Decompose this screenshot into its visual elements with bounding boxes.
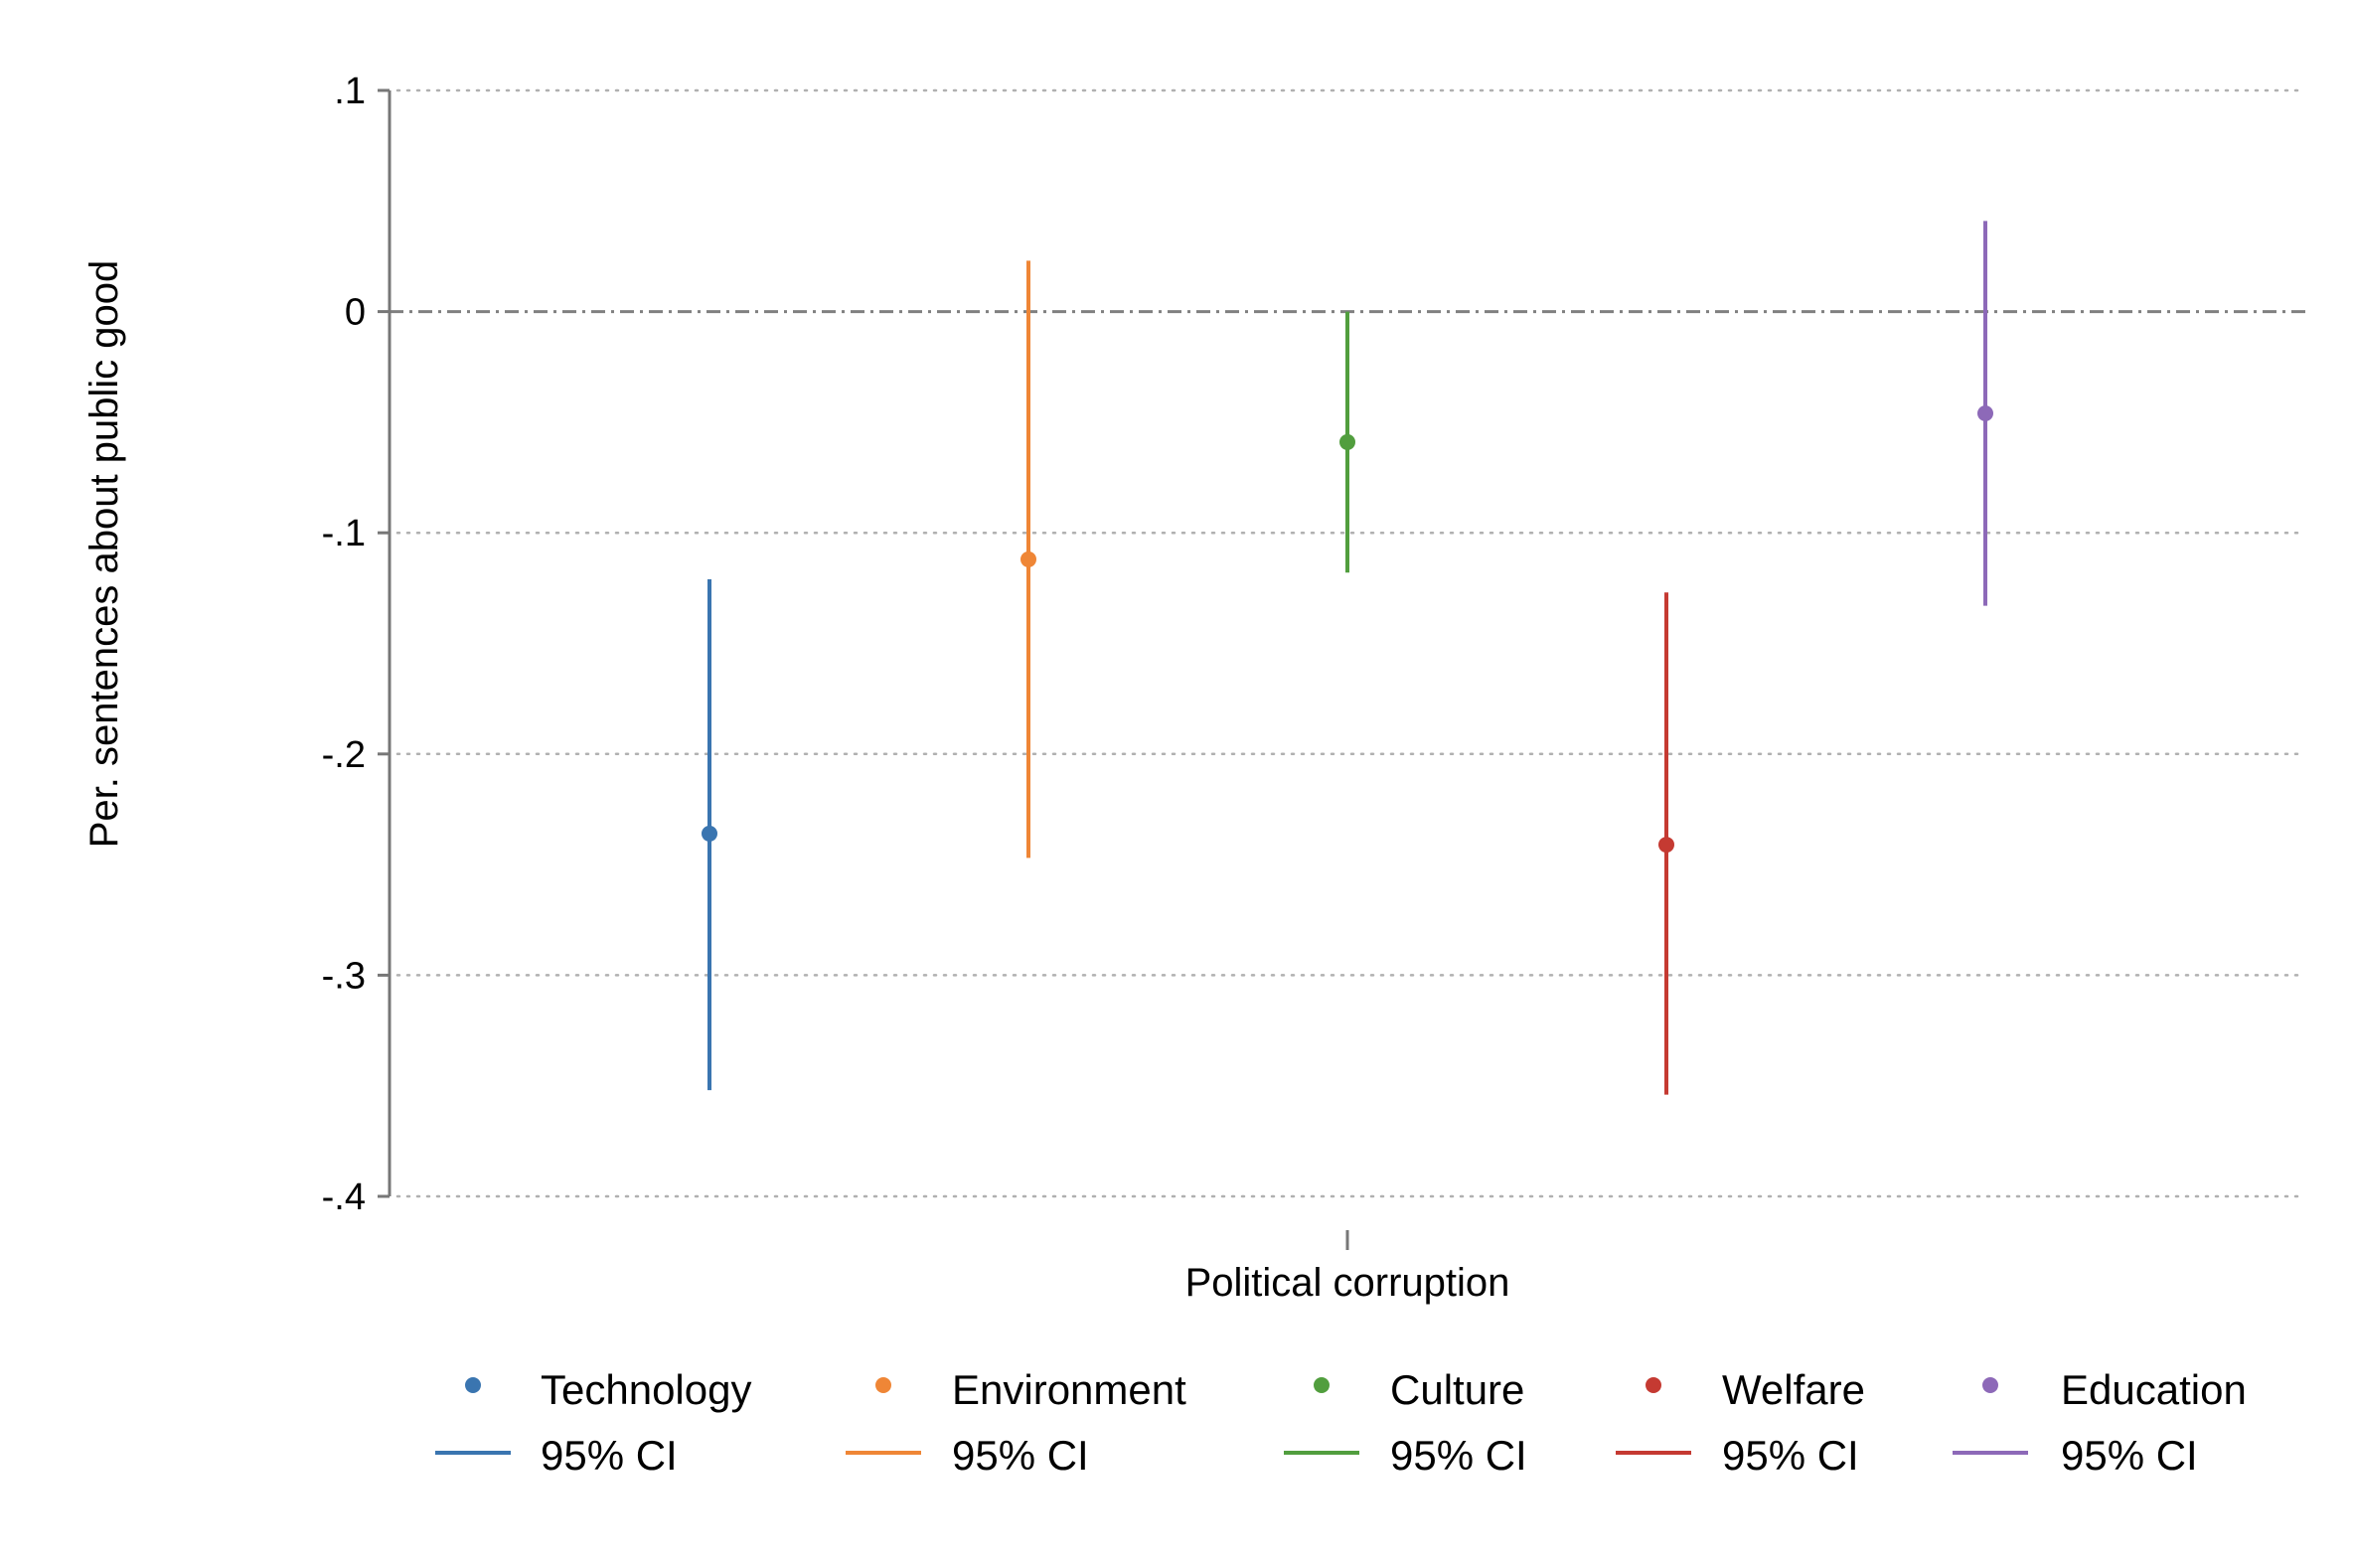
legend-ci-label: 95% CI bbox=[541, 1432, 678, 1479]
y-tick-label: 0 bbox=[345, 292, 366, 334]
point-estimate-welfare bbox=[1658, 837, 1674, 854]
legend-ci-label: 95% CI bbox=[1390, 1432, 1527, 1479]
x-axis-tick-label: Political corruption bbox=[1185, 1261, 1510, 1305]
legend-label-welfare: Welfare bbox=[1722, 1366, 1865, 1413]
legend-ci-label: 95% CI bbox=[952, 1432, 1089, 1479]
legend-marker-education bbox=[1982, 1377, 1998, 1393]
y-tick-label: .1 bbox=[334, 71, 366, 112]
series-marks bbox=[702, 221, 1993, 1095]
y-axis-title: Per. sentences about public good bbox=[82, 260, 126, 849]
y-tick-label: -.3 bbox=[322, 955, 366, 997]
legend-ci-label: 95% CI bbox=[2061, 1432, 2198, 1479]
y-axis-ticks: .1 0 -.1 -.2 -.3 -.4 bbox=[322, 71, 390, 1218]
y-tick-label: -.4 bbox=[322, 1176, 366, 1218]
legend: Technology 95% CI Environment 95% CI Culture… bbox=[435, 1366, 2247, 1479]
legend-marker-technology bbox=[465, 1377, 481, 1393]
legend-marker-welfare bbox=[1646, 1377, 1661, 1393]
legend-label-culture: Culture bbox=[1390, 1366, 1524, 1413]
legend-label-environment: Environment bbox=[952, 1366, 1186, 1413]
point-estimate-technology bbox=[702, 825, 717, 842]
point-estimate-education bbox=[1977, 404, 1993, 421]
point-estimate-environment bbox=[1020, 550, 1036, 567]
legend-ci-label: 95% CI bbox=[1722, 1432, 1859, 1479]
legend-marker-environment bbox=[875, 1377, 891, 1393]
legend-marker-culture bbox=[1314, 1377, 1330, 1393]
legend-label-education: Education bbox=[2061, 1366, 2247, 1413]
y-tick-label: -.2 bbox=[322, 734, 366, 776]
y-tick-label: -.1 bbox=[322, 513, 366, 554]
gridlines bbox=[395, 88, 2307, 1198]
legend-label-technology: Technology bbox=[541, 1366, 751, 1413]
point-estimate-culture bbox=[1339, 433, 1355, 450]
